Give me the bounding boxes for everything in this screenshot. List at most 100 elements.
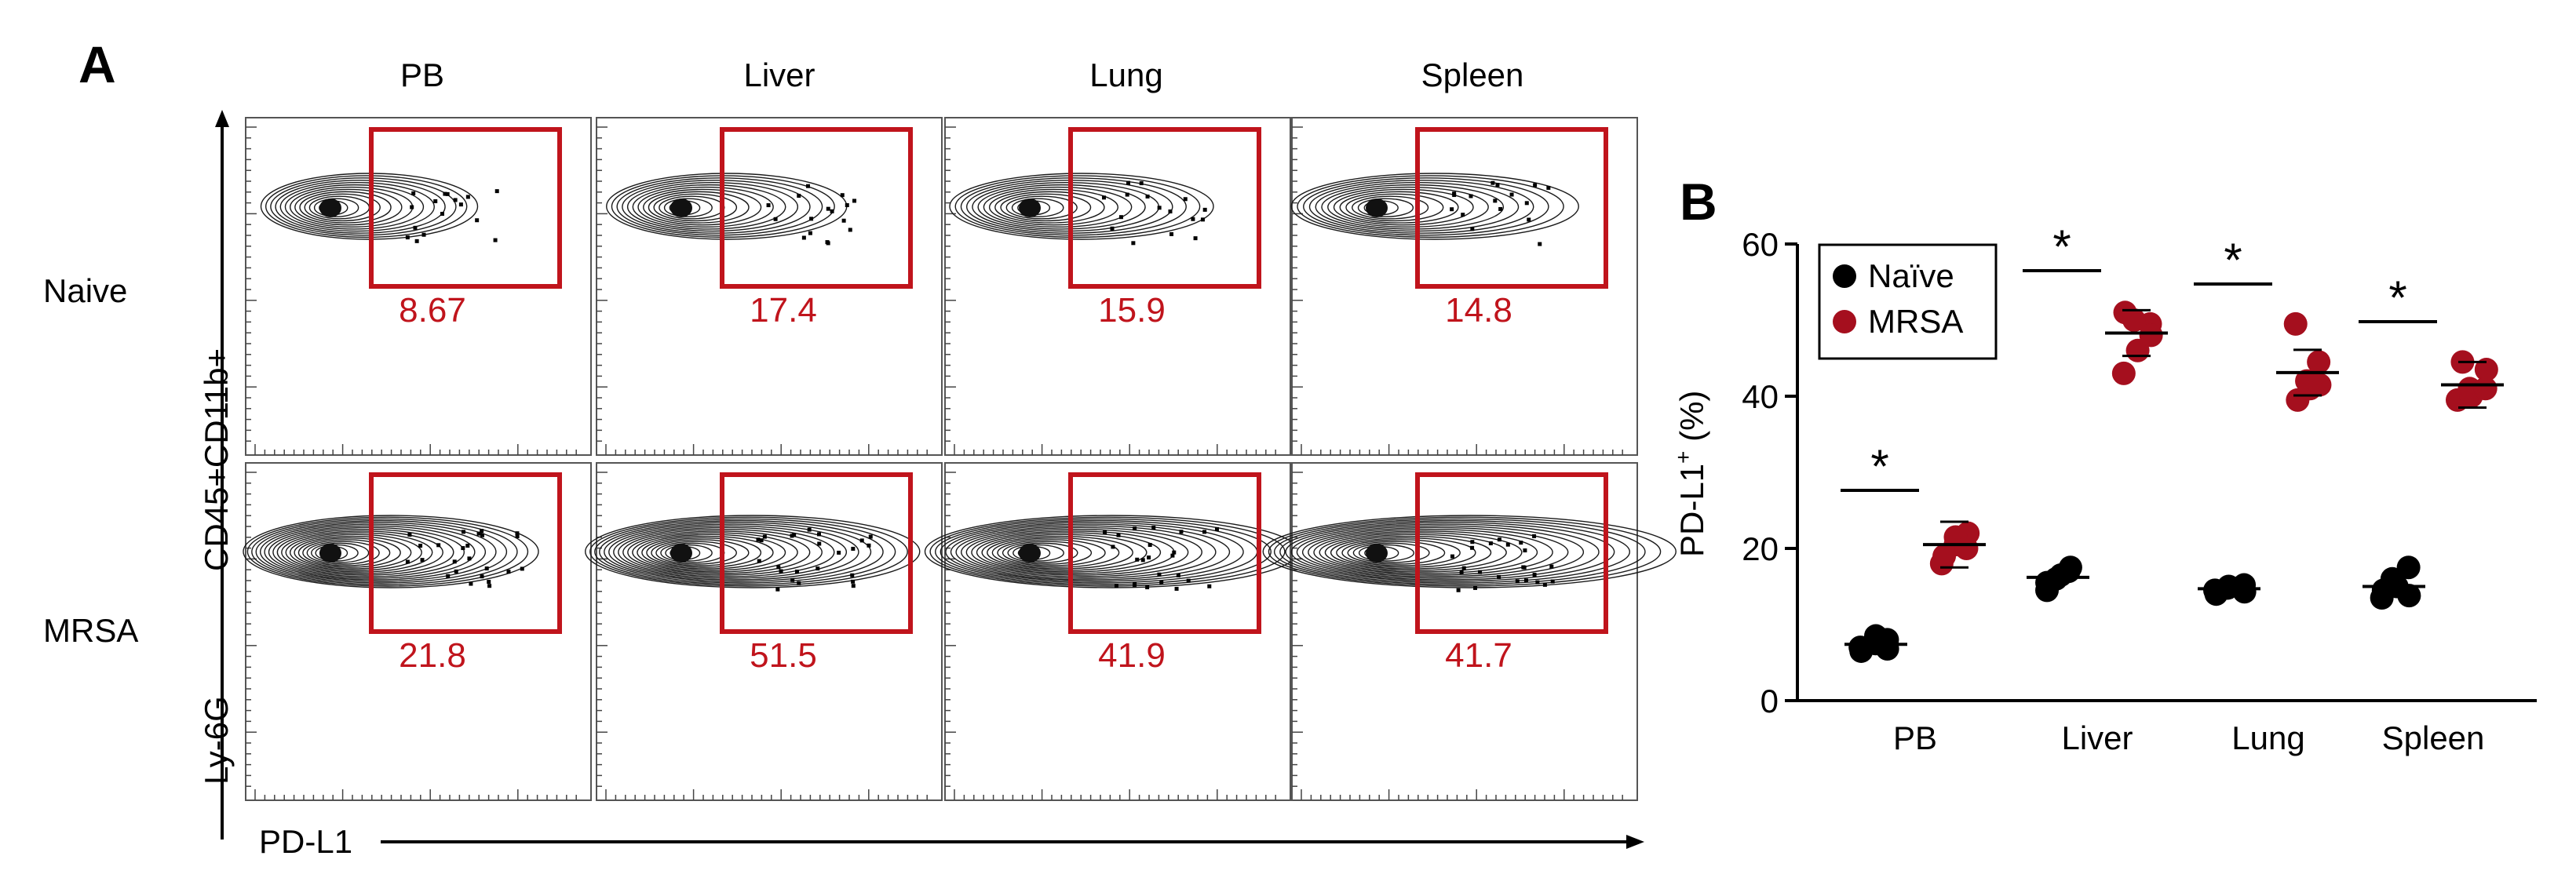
event-dot (1469, 194, 1473, 198)
event-dot (421, 232, 426, 237)
contour-ring (1262, 515, 1677, 588)
event-dot (1519, 541, 1523, 545)
contour-ring (275, 180, 446, 234)
gate-percentage: 51.5 (750, 636, 817, 675)
event-dot (868, 534, 873, 539)
contour-ring (1321, 184, 1505, 230)
event-dot (826, 206, 830, 211)
row-label-naive: Naive (43, 272, 127, 309)
event-dot (1470, 545, 1475, 550)
data-point (2232, 580, 2257, 604)
contour-ring (1002, 541, 1093, 565)
event-dot (775, 587, 780, 592)
event-dot (808, 231, 812, 235)
event-dot (790, 577, 795, 582)
contour-ring (954, 175, 1201, 239)
x-category-label: PB (1893, 719, 1937, 756)
contour-ring (950, 523, 1231, 581)
plot-ticks (945, 126, 1276, 455)
contour-ring (246, 516, 529, 587)
event-dot (462, 530, 466, 534)
pdl1-gate (1068, 127, 1261, 289)
data-point (2139, 323, 2163, 348)
contour-ring (935, 518, 1272, 585)
event-dot (1202, 530, 1207, 534)
gate-percentage: 14.8 (1445, 291, 1512, 330)
event-dot (1493, 198, 1498, 203)
event-dot (520, 566, 524, 571)
event-dots (1450, 534, 1555, 592)
contour-ring (1352, 195, 1429, 220)
event-dot (1461, 213, 1465, 217)
contour-ring (648, 191, 750, 224)
contour-ring (1296, 525, 1585, 579)
y-axis-label-ly6g: Ly-6G (198, 696, 235, 785)
event-dot (1470, 540, 1475, 544)
gate-percentage: 8.67 (399, 291, 466, 330)
event-dot (840, 193, 845, 198)
y-tick-label: 0 (1761, 683, 1779, 719)
contour-ring (1333, 188, 1474, 226)
event-dot (759, 538, 764, 543)
contour-ring (1352, 542, 1430, 563)
event-dot (1118, 215, 1123, 220)
contour-ring (279, 181, 435, 232)
contour-ring (313, 198, 359, 217)
contour-ring (983, 186, 1133, 228)
contour-ring (1327, 186, 1489, 228)
contour-core (319, 544, 341, 563)
contour-ring (1308, 528, 1553, 576)
data-point (2307, 350, 2331, 374)
event-dot (1470, 227, 1475, 231)
data-point (2283, 311, 2308, 336)
event-dot (405, 559, 410, 564)
event-dot (480, 574, 484, 579)
event-dot (1488, 541, 1493, 546)
contour-ring (641, 535, 774, 570)
contour-ring (594, 518, 896, 585)
event-dot (859, 538, 864, 543)
event-dot (766, 203, 771, 208)
pdl1-gate (720, 472, 913, 634)
contour-ring (945, 522, 1244, 582)
contour-ring (599, 519, 884, 584)
contour-ring (1341, 539, 1461, 566)
contour-ring (988, 188, 1119, 226)
contour-ring (665, 544, 713, 562)
event-dot (454, 569, 458, 574)
contour-ring (1273, 518, 1646, 585)
data-point (1954, 537, 1979, 560)
event-dot (1538, 242, 1542, 246)
flow-plot-mrsa-liver: 51.5 (585, 462, 943, 801)
contour-ring (294, 188, 403, 226)
event-dot (1135, 557, 1140, 562)
pdl1-gate (1415, 127, 1608, 289)
plot-ticks (246, 472, 577, 800)
contour-ring (981, 534, 1148, 571)
event-dot (815, 566, 820, 571)
legend-label: Naïve (1868, 257, 1954, 294)
event-dot (1157, 206, 1162, 210)
event-dot (1114, 584, 1118, 588)
contour-ring (1301, 526, 1569, 577)
event-dot (452, 559, 457, 564)
contour-ring (604, 522, 872, 582)
event-dot (756, 537, 761, 542)
panel-a-axes (215, 110, 1644, 849)
event-dot (1133, 526, 1137, 531)
contour-ring (1313, 530, 1538, 574)
x-axis-arrowhead (1626, 835, 1644, 849)
event-dot (433, 199, 438, 204)
event-dot (1172, 550, 1177, 555)
event-dot (506, 570, 511, 574)
contour-ring (1330, 535, 1492, 570)
contour-ring (1357, 198, 1414, 217)
y-tick-label: 40 (1742, 378, 1779, 415)
column-label-pb: PB (400, 56, 444, 93)
event-dot (790, 534, 794, 538)
contour-ring (1290, 523, 1600, 581)
event-dot (1533, 183, 1538, 188)
plot-ticks (597, 472, 928, 800)
event-dot (1509, 192, 1514, 197)
contour-ring (637, 534, 786, 571)
